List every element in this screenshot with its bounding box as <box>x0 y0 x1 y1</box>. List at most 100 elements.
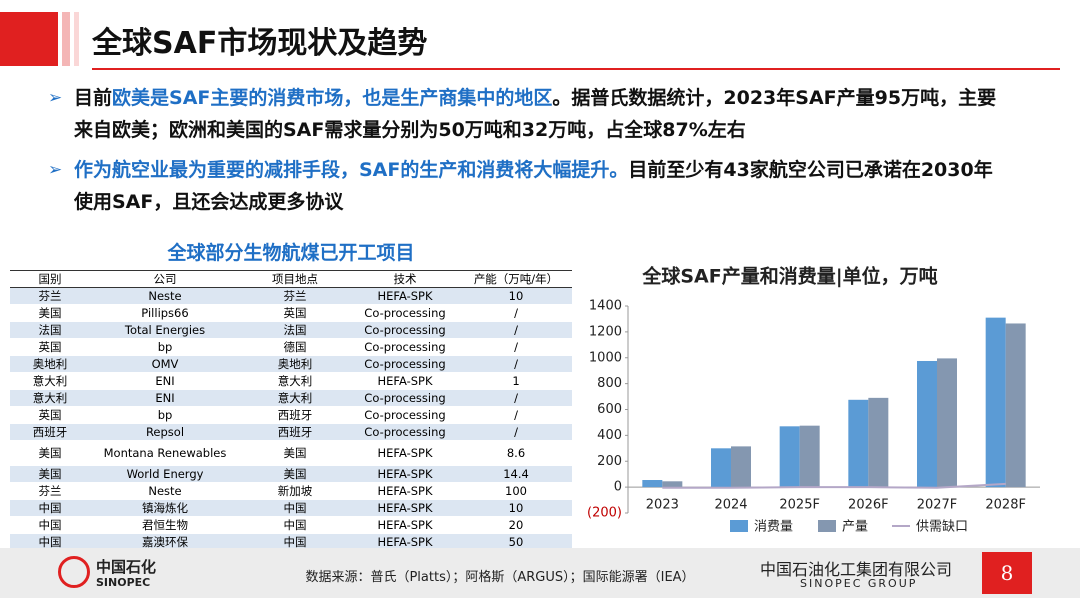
table-cell: Co-processing <box>350 406 460 424</box>
bar <box>985 317 1006 488</box>
y-tick-label: 200 <box>597 454 622 469</box>
table-cell: 意大利 <box>10 372 90 390</box>
x-tick-label: 2025F <box>779 498 820 513</box>
table-cell: World Energy <box>90 465 240 483</box>
table-cell: bp <box>90 406 240 424</box>
legend-swatch <box>818 520 836 532</box>
table-cell: / <box>460 321 572 339</box>
chart: 全球SAF产量和消费量|单位，万吨 (200) 0 200 400 600 800 1000… <box>587 265 1040 535</box>
table-cell: Neste <box>90 287 240 305</box>
bullet-text: 作为航空业最为重要的减排手段，SAF的生产和消费将大幅提升。 <box>74 159 629 181</box>
table-cell: Repsol <box>90 423 240 441</box>
table-cell: 美国 <box>10 465 90 483</box>
bar <box>642 480 663 488</box>
table-cell: 西班牙 <box>240 423 350 441</box>
table-cell: 芬兰 <box>240 287 350 305</box>
y-tick-label: 1000 <box>589 350 622 365</box>
chart-title: 全球SAF产量和消费量|单位，万吨 <box>641 265 937 288</box>
table-cell: HEFA-SPK <box>350 287 460 305</box>
table-cell: Pillips66 <box>90 304 240 322</box>
legend-swatch <box>730 520 748 532</box>
table-cell: 芬兰 <box>10 287 90 305</box>
table-cell: 西班牙 <box>240 406 350 424</box>
header-cell: 技术 <box>350 271 460 288</box>
table-cell: 新加坡 <box>240 482 350 500</box>
y-tick-label: 1400 <box>589 299 622 314</box>
bar <box>662 481 683 488</box>
footer-company: 中国石油化工集团有限公司 <box>760 560 953 579</box>
table-cell: 芬兰 <box>10 482 90 500</box>
table-row: 美国 Pillips66 英国 Co-processing / <box>10 304 572 322</box>
x-tick-label: 2027F <box>917 498 958 513</box>
table-cell: ENI <box>90 372 240 390</box>
legend-label: 消费量 <box>754 520 793 535</box>
header-stripe <box>74 12 79 66</box>
y-tick-label: 1200 <box>589 324 622 339</box>
table-cell: 法国 <box>240 321 350 339</box>
table-cell: 美国 <box>240 465 350 483</box>
table-cell: 奥地利 <box>240 355 350 373</box>
table-row: 西班牙 Repsol 西班牙 Co-processing / <box>10 423 572 441</box>
header-block <box>0 12 58 66</box>
table-cell: 法国 <box>10 321 90 339</box>
table-cell: Co-processing <box>350 304 460 322</box>
table-cell: 8.6 <box>460 440 572 466</box>
header-cell: 项目地点 <box>240 271 350 288</box>
table-cell: 中国 <box>10 516 90 534</box>
table-cell: 英国 <box>10 338 90 356</box>
footer-source: 数据来源：普氏（Platts）；阿格斯（ARGUS）；国际能源署（IEA） <box>305 570 695 585</box>
table-cell: 君恒生物 <box>90 516 240 534</box>
table-cell: / <box>460 406 572 424</box>
legend-label: 产量 <box>842 520 868 535</box>
footer-logo: 中国石化 <box>96 558 157 576</box>
bar <box>711 448 731 488</box>
table-cell: / <box>460 355 572 373</box>
table-cell: 100 <box>460 482 572 500</box>
table-cell: 中国 <box>10 499 90 517</box>
footer-logo-en: SINOPEC <box>96 576 151 589</box>
table-row: 美国 Montana Renewables 美国 HEFA-SPK 8.6 <box>10 440 572 466</box>
x-tick-label: 2023 <box>646 498 679 513</box>
bullet: ➢ 目前欧美是SAF主要的消费市场，也是生产商集中的地区。据普氏数据统计，2023… <box>48 87 997 141</box>
y-tick-label: 800 <box>597 376 622 391</box>
table-cell: Neste <box>90 482 240 500</box>
table-row: 意大利 ENI 意大利 HEFA-SPK 1 <box>10 372 572 390</box>
x-tick-label: 2028F <box>985 498 1026 513</box>
y-tick-label: 600 <box>597 402 622 417</box>
table-row: 芬兰 Neste 芬兰 HEFA-SPK 10 <box>10 287 572 305</box>
table-cell: Co-processing <box>350 389 460 407</box>
table-cell: 意大利 <box>240 372 350 390</box>
table-cell: 美国 <box>10 440 90 466</box>
table-cell: / <box>460 389 572 407</box>
footer-company-en: SINOPEC GROUP <box>800 577 918 590</box>
table-cell: / <box>460 423 572 441</box>
table-row: 美国 World Energy 美国 HEFA-SPK 14.4 <box>10 465 572 483</box>
bar <box>799 425 820 488</box>
table-cell: 英国 <box>240 304 350 322</box>
table-row: 意大利 ENI 意大利 Co-processing / <box>10 389 572 407</box>
table-cell: 20 <box>460 516 572 534</box>
table-cell: 10 <box>460 287 572 305</box>
table-cell: 中国 <box>240 533 350 551</box>
table-cell: bp <box>90 338 240 356</box>
table-row: 英国 bp 德国 Co-processing / <box>10 338 572 356</box>
title: 全球SAF市场现状及趋势 <box>92 26 428 61</box>
y-tick-label: 0 <box>614 480 622 495</box>
table-cell: 10 <box>460 499 572 517</box>
table-wrap: 国别 公司 项目地点 技术 产能（万吨/年） 芬兰 Neste 芬兰 HEFA-SPK 10 美国 P… <box>10 270 572 552</box>
table-cell: HEFA-SPK <box>350 499 460 517</box>
table-cell: HEFA-SPK <box>350 372 460 390</box>
bar <box>779 426 800 488</box>
table-cell: / <box>460 338 572 356</box>
bullet-text: 。据普氏数据统计，2023年SAF产量95万吨，主要来自欧美；欧洲和美国的SAF… <box>74 87 997 141</box>
table-cell: ENI <box>90 389 240 407</box>
table-cell: 美国 <box>240 440 350 466</box>
table-row: 中国 镇海炼化 中国 HEFA-SPK 10 <box>10 499 572 517</box>
bullet: ➢ 作为航空业最为重要的减排手段，SAF的生产和消费将大幅提升。目前至少有43家航… <box>48 159 993 213</box>
table-cell: 1 <box>460 372 572 390</box>
table-title: 全球部分生物航煤已开工项目 <box>167 242 415 264</box>
table-cell: HEFA-SPK <box>350 440 460 466</box>
bar <box>937 358 957 488</box>
footer-band <box>0 548 1080 598</box>
